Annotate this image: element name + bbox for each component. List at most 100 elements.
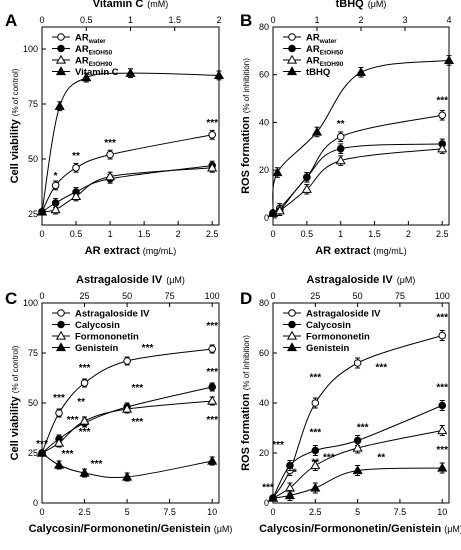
legend-entry: Astragaloside IV <box>75 309 150 320</box>
significance-mark: *** <box>323 453 335 464</box>
y-tick-label: 40 <box>259 398 269 408</box>
panel-letter-c: C <box>5 289 17 308</box>
y-tick-label: 50 <box>28 154 38 164</box>
data-point <box>36 447 48 457</box>
top-tick-label: 1 <box>314 15 319 25</box>
data-point <box>352 442 363 452</box>
data-point <box>303 173 311 182</box>
data-point <box>79 467 90 477</box>
data-point <box>352 465 363 475</box>
series-2-curve <box>41 167 213 213</box>
y-tick-label: 80 <box>259 298 269 308</box>
x-tick-label: 1.5 <box>138 229 151 239</box>
top-tick-label: 25 <box>80 291 90 301</box>
y-axis-label: ROS formation (% of inhibition) <box>240 58 252 194</box>
series-0-curve <box>272 114 443 214</box>
top-tick-label: 4 <box>446 15 451 25</box>
x-axis-label-name: AR extract <box>85 245 140 257</box>
data-point <box>53 459 65 469</box>
x-axis-label: AR extract (mg/mL) <box>315 245 407 257</box>
x-axis-label-name: Calycosin/Formononetin/Genistein <box>259 523 441 535</box>
data-point <box>274 205 285 215</box>
legend-entry-name: Vitamin C <box>75 67 119 78</box>
y-tick-label: 0 <box>33 498 38 508</box>
x-tick-label: 2.5 <box>436 229 449 239</box>
data-point <box>335 155 346 165</box>
legend-entry-subscript: EtOH90 <box>320 61 344 68</box>
significance-mark: *** <box>131 383 143 394</box>
x-tick-label: 0 <box>39 507 44 517</box>
legend-entry-subscript: water <box>319 38 337 45</box>
y-tick-label: 0 <box>264 213 269 223</box>
significance-mark: *** <box>206 367 218 378</box>
legend-marker <box>288 33 296 41</box>
significance-mark: ** <box>377 453 385 464</box>
legend-entry: Genistein <box>306 343 349 354</box>
significance-mark: *** <box>206 118 218 129</box>
x-axis-label: Calycosin/Formononetin/Genistein(μM) <box>259 523 461 535</box>
data-point <box>125 67 136 77</box>
data-point <box>437 425 448 435</box>
legend-entry-subscript: EtOH90 <box>89 61 113 68</box>
data-point <box>80 379 89 387</box>
significance-mark: *** <box>436 445 448 456</box>
data-point <box>213 70 225 80</box>
significance-mark: *** <box>62 449 74 460</box>
y-tick-label: 0 <box>264 498 269 508</box>
y-axis-label: Cell viability (% of control) <box>9 345 21 460</box>
significance-mark: ** <box>72 151 80 162</box>
legend-marker <box>57 309 65 317</box>
legend-marker <box>286 342 298 352</box>
y-tick-label: 75 <box>28 348 38 358</box>
legend-entry: ARwater <box>75 33 106 46</box>
top-axis-title-unit: (mM) <box>147 0 168 9</box>
top-tick-label: 2 <box>216 15 221 25</box>
legend-entry-name: Calycosin <box>75 320 120 331</box>
data-point <box>301 184 312 193</box>
data-point <box>311 399 320 407</box>
significance-mark: ** <box>77 397 85 408</box>
data-point <box>72 164 80 172</box>
top-tick-label: 100 <box>205 291 220 301</box>
x-tick-label: 5 <box>355 507 360 517</box>
significance-mark: *** <box>272 440 284 451</box>
data-point <box>208 383 216 391</box>
data-point <box>284 490 295 500</box>
y-tick-label: 75 <box>28 99 38 109</box>
data-point <box>336 144 345 153</box>
y-axis-label-name: Cell viability <box>9 395 21 460</box>
top-tick-label: 0 <box>270 15 275 25</box>
data-point <box>207 162 218 172</box>
data-point <box>207 395 218 405</box>
top-axis-title-name: Astragaloside IV <box>307 274 394 286</box>
top-axis-title-name: Vitamin C <box>93 0 144 10</box>
panel-letter-b: B <box>240 11 252 30</box>
data-point <box>311 446 320 455</box>
top-tick-label: 50 <box>353 291 363 301</box>
significance-mark: *** <box>309 428 321 439</box>
data-point <box>53 437 65 447</box>
top-tick-label: 0 <box>270 291 275 301</box>
x-tick-label: 7.5 <box>394 507 407 517</box>
legend-entry: AREtOH90 <box>306 56 344 69</box>
y-axis-label-name: Cell viability <box>9 118 21 183</box>
y-tick-label: 80 <box>259 22 269 32</box>
legend-marker <box>55 66 67 76</box>
legend-marker <box>55 54 67 64</box>
legend-entry-subscript: water <box>88 38 106 45</box>
data-point <box>438 111 447 120</box>
legend-entry-name: Astragaloside IV <box>75 309 150 320</box>
legend-entry-name: Genistein <box>306 343 349 354</box>
x-tick-label: 2 <box>406 229 411 239</box>
top-tick-label: 3 <box>402 15 407 25</box>
significance-mark: *** <box>131 417 143 428</box>
data-point <box>272 167 283 177</box>
data-point <box>208 131 216 139</box>
data-point <box>70 191 82 201</box>
data-point <box>437 462 448 472</box>
top-tick-label: 50 <box>122 291 132 301</box>
x-axis-label: AR extract (mg/mL) <box>85 245 177 257</box>
data-point <box>79 415 90 425</box>
